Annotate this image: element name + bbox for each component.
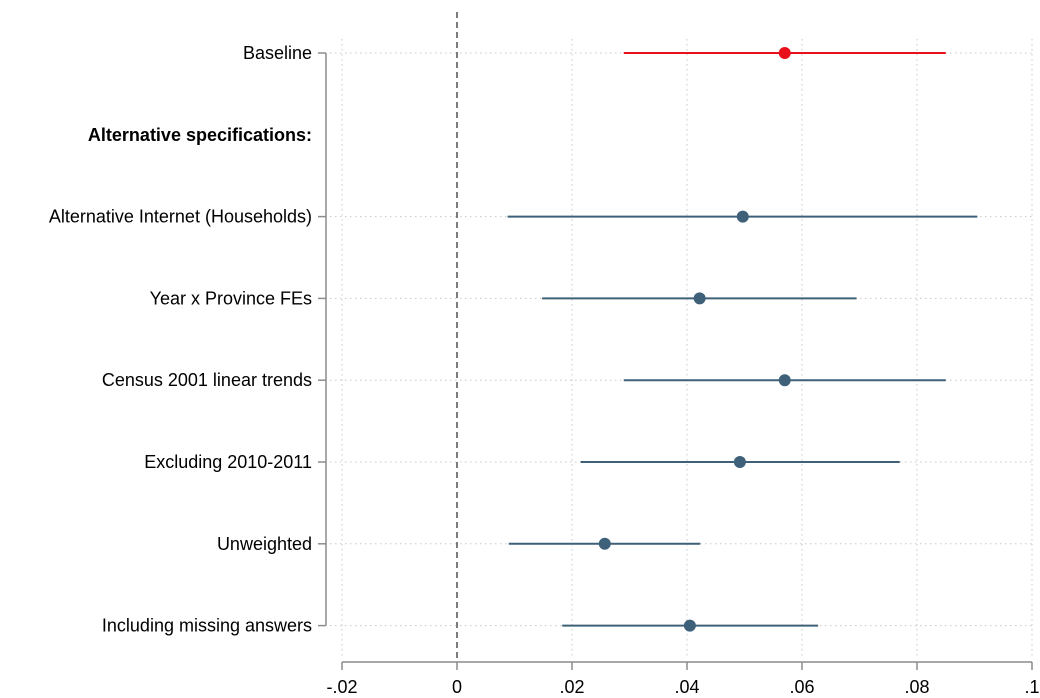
row-label: Census 2001 linear trends — [102, 370, 312, 390]
row-label: Alternative Internet (Households) — [49, 207, 312, 227]
x-tick-label: 0 — [452, 677, 462, 697]
marks-layer — [507, 47, 978, 632]
labels-layer: -.02 0 .02 .04 .06 .08 .1 Baseline Alternative s… — [49, 43, 1040, 697]
x-tick-label: .06 — [789, 677, 814, 697]
x-tick-label: .02 — [559, 677, 584, 697]
x-tick-label: -.02 — [326, 677, 357, 697]
row-label: Unweighted — [217, 534, 312, 554]
point-estimate — [733, 456, 746, 468]
row-label: Excluding 2010-2011 — [144, 452, 312, 472]
point-estimate — [693, 292, 706, 305]
section-heading: Alternative specifications: — [88, 125, 312, 145]
axes-layer — [318, 12, 1033, 670]
row-label: Year x Province FEs — [150, 288, 312, 308]
point-estimate — [683, 619, 696, 632]
row-label: Including missing answers — [102, 616, 312, 636]
point-estimate — [736, 210, 749, 223]
grid-layer — [330, 39, 1033, 656]
row-label: Baseline — [243, 43, 312, 63]
point-estimate — [598, 537, 611, 550]
point-estimate — [778, 47, 791, 59]
point-estimate — [778, 374, 791, 387]
x-tick-label: .08 — [904, 677, 929, 697]
x-tick-label: .04 — [674, 677, 699, 697]
x-tick-label: .1 — [1024, 677, 1039, 697]
